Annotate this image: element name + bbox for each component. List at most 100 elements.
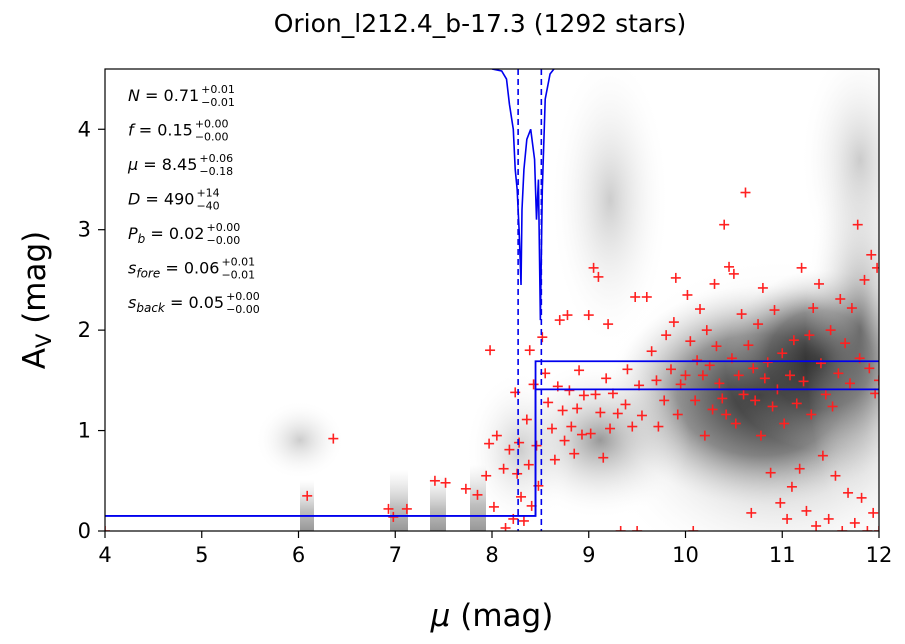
data-point-74 (665, 364, 676, 375)
data-point-130 (804, 330, 815, 341)
data-point-102 (736, 309, 747, 320)
data-point-121 (782, 513, 793, 524)
y-axis-unit: (mag) (17, 231, 53, 334)
data-point-83 (690, 395, 701, 406)
annotation-lower-error: −0.00 (195, 131, 229, 144)
annotation-value: = 0.06 (160, 259, 219, 278)
data-point-141 (830, 470, 841, 481)
data-point-135 (815, 358, 826, 369)
data-point-42 (566, 421, 577, 432)
data-point-106 (746, 507, 757, 518)
x-axis-symbol: μ (430, 598, 451, 634)
data-point-24 (521, 414, 532, 425)
data-point-48 (583, 310, 594, 321)
data-point-109 (753, 319, 764, 330)
data-point-9 (472, 489, 483, 500)
x-tick-label-4: 4 (98, 543, 111, 567)
data-point-55 (601, 373, 612, 384)
data-point-97 (724, 261, 735, 272)
data-point-131 (806, 409, 817, 420)
data-point-138 (823, 513, 834, 524)
data-point-85 (695, 304, 706, 315)
data-point-120 (779, 418, 790, 429)
data-point-152 (856, 492, 867, 503)
data-point-86 (697, 370, 708, 381)
data-point-73 (661, 330, 672, 341)
data-point-154 (862, 526, 873, 531)
data-point-10 (481, 470, 492, 481)
data-point-78 (675, 379, 686, 390)
parameter-annotations: N = 0.71 +0.01−0.01f = 0.15 +0.00−0.00μ = … (127, 83, 260, 316)
likelihood-trace (491, 69, 555, 321)
data-point-125 (791, 398, 802, 409)
data-point-140 (827, 401, 838, 412)
data-point-34 (546, 423, 557, 434)
data-point-104 (740, 187, 751, 198)
annotation-3: D = 490 (128, 190, 194, 209)
data-point-91 (709, 278, 720, 289)
data-point-25 (523, 459, 534, 470)
data-point-122 (784, 370, 795, 381)
x-axis-unit: (mag) (450, 598, 553, 634)
data-point-63 (627, 421, 638, 432)
data-point-56 (603, 319, 614, 330)
data-point-68 (641, 291, 652, 302)
data-point-107 (748, 363, 759, 374)
data-point-96 (721, 409, 732, 420)
data-point-84 (692, 355, 703, 366)
data-point-7 (440, 477, 451, 488)
data-point-5 (401, 503, 412, 514)
data-points (105, 187, 879, 531)
data-point-134 (814, 278, 825, 289)
data-point-8 (460, 483, 471, 494)
annotation-lower-error: −0.01 (221, 269, 255, 282)
data-point-123 (786, 481, 797, 492)
annotation-value: = 0.71 (140, 86, 199, 105)
data-point-4 (388, 511, 399, 522)
data-point-3 (383, 503, 394, 514)
data-point-62 (622, 364, 633, 375)
data-point-105 (743, 340, 754, 351)
data-point-15 (498, 463, 509, 474)
data-point-40 (562, 310, 573, 321)
y-tick-label-0: 0 (78, 519, 91, 543)
density-map (255, 69, 879, 531)
plot-area (104, 68, 880, 532)
y-axis-label: AV (mag) (17, 231, 56, 370)
data-point-93 (714, 378, 725, 389)
data-point-79 (680, 370, 691, 381)
data-point-126 (794, 463, 805, 474)
annotation-lower-error: −40 (196, 200, 219, 213)
data-point-77 (672, 409, 683, 420)
data-point-80 (682, 289, 693, 300)
annotation-symbol: s (128, 259, 136, 278)
annotation-symbol: N (128, 86, 140, 105)
data-point-150 (852, 219, 863, 230)
data-point-94 (717, 393, 728, 404)
data-point-39 (559, 435, 570, 446)
annotation-lower-error: −0.01 (201, 96, 235, 109)
data-point-72 (659, 395, 670, 406)
data-point-50 (588, 262, 599, 273)
data-point-23 (518, 515, 529, 526)
data-point-28 (528, 379, 539, 390)
annotation-value: = 0.15 (134, 121, 193, 140)
data-point-52 (593, 271, 604, 282)
data-point-161 (874, 375, 879, 386)
annotation-upper-error: +0.00 (226, 290, 260, 303)
data-point-147 (844, 378, 855, 389)
annotation-symbol: D (128, 190, 140, 209)
chart-title: Orion_l212.4_b-17.3 (1292 stars) (274, 9, 687, 38)
data-point-35 (549, 454, 560, 465)
data-point-127 (796, 262, 807, 273)
data-point-47 (578, 390, 589, 401)
data-point-31 (537, 332, 548, 343)
data-point-61 (620, 399, 631, 410)
data-point-38 (557, 405, 568, 416)
annotation-symbol: f (128, 121, 136, 140)
data-point-26 (524, 345, 535, 356)
x-tick-label-5: 5 (195, 543, 208, 567)
data-point-153 (859, 274, 870, 285)
